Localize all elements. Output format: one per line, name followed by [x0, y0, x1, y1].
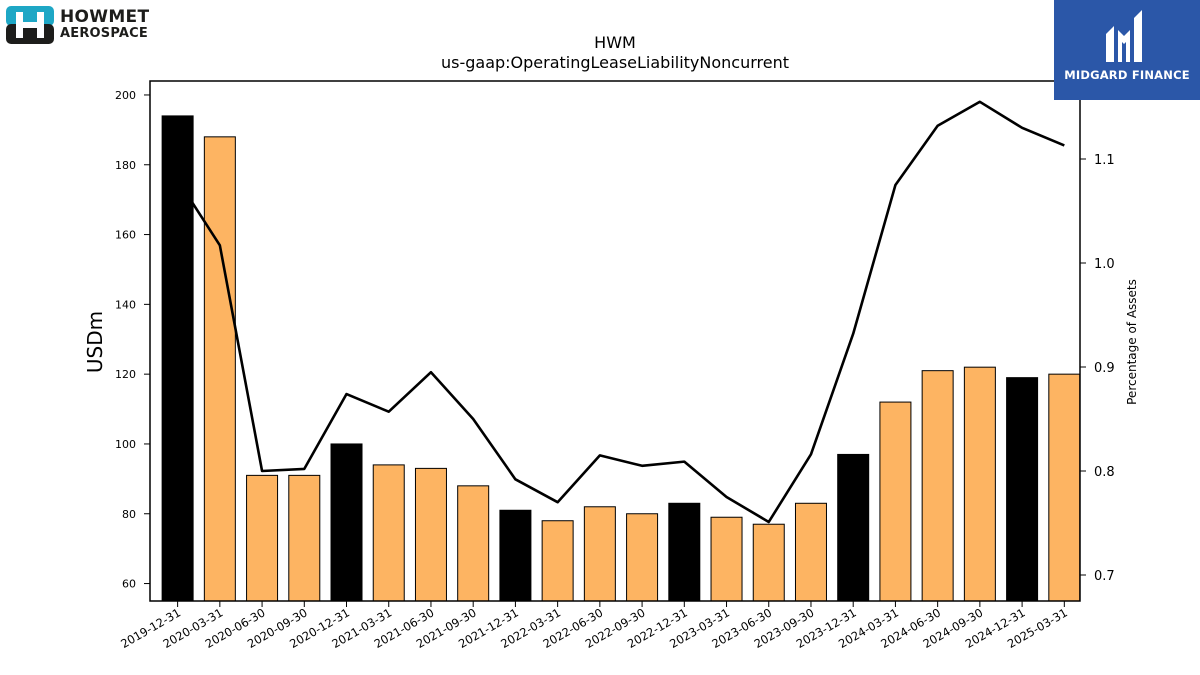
- bar-2024-03-31: [879, 401, 912, 602]
- y-tick-label: 200: [115, 89, 136, 102]
- howmet-aerospace-logo: HOWMET AEROSPACE: [6, 6, 166, 46]
- bar-2024-06-30: [921, 370, 954, 602]
- midgard-finance-logo: MIDGARD FINANCE: [1054, 0, 1200, 100]
- chart-title: HWM: [594, 33, 636, 52]
- bar-2024-12-31: [1006, 377, 1039, 602]
- howmet-logo-line2: AEROSPACE: [60, 26, 148, 41]
- y-tick-label: 140: [115, 298, 136, 311]
- y-tick-label: 60: [122, 578, 136, 591]
- y-tick-label: 80: [122, 508, 136, 521]
- bar-2021-12-31: [499, 509, 532, 602]
- bar-2023-03-31: [710, 516, 743, 602]
- bar-2020-03-31: [203, 136, 236, 602]
- bar-2025-03-31: [1048, 373, 1081, 602]
- y-axis-label: USDm: [83, 311, 107, 373]
- y2-tick-label: 0.7: [1094, 569, 1115, 584]
- bar-2021-06-30: [414, 467, 447, 602]
- bar-2022-12-31: [668, 502, 701, 602]
- plot-area: 60801001201401601802000.70.80.91.01.1201…: [115, 80, 1115, 651]
- bar-2020-09-30: [288, 474, 321, 602]
- howmet-emblem-icon: [6, 6, 54, 44]
- howmet-logo-line1: HOWMET: [60, 7, 150, 27]
- bar-2022-09-30: [626, 513, 659, 602]
- y2-tick-label: 0.8: [1094, 465, 1115, 480]
- bar-2022-06-30: [583, 506, 616, 602]
- bar-2022-03-31: [541, 520, 574, 602]
- y2-axis-label: Percentage of Assets: [1125, 279, 1139, 405]
- midgard-logo-text: MIDGARD FINANCE: [1064, 68, 1190, 82]
- bar-2023-06-30: [752, 523, 785, 602]
- plot-frame: [149, 80, 1081, 602]
- y2-tick-label: 1.0: [1094, 257, 1115, 272]
- y-tick-label: 120: [115, 368, 136, 381]
- bar-2023-12-31: [837, 453, 870, 602]
- y2-tick-label: 1.1: [1094, 153, 1115, 168]
- bar-2019-12-31: [161, 115, 194, 602]
- bar-2021-03-31: [372, 464, 405, 602]
- y2-tick-label: 0.9: [1094, 361, 1115, 376]
- bar-2020-12-31: [330, 443, 363, 602]
- bar-2024-09-30: [963, 366, 996, 602]
- y-tick-label: 160: [115, 229, 136, 242]
- midgard-emblem-icon: [1106, 10, 1142, 62]
- bar-2021-09-30: [457, 485, 490, 602]
- y-tick-label: 100: [115, 438, 136, 451]
- chart-subtitle: us-gaap:OperatingLeaseLiabilityNoncurren…: [441, 53, 789, 72]
- bar-2020-06-30: [246, 474, 279, 602]
- line-percentage-of-assets: [176, 100, 1065, 524]
- y-tick-label: 180: [115, 159, 136, 172]
- bar-2023-09-30: [794, 502, 827, 602]
